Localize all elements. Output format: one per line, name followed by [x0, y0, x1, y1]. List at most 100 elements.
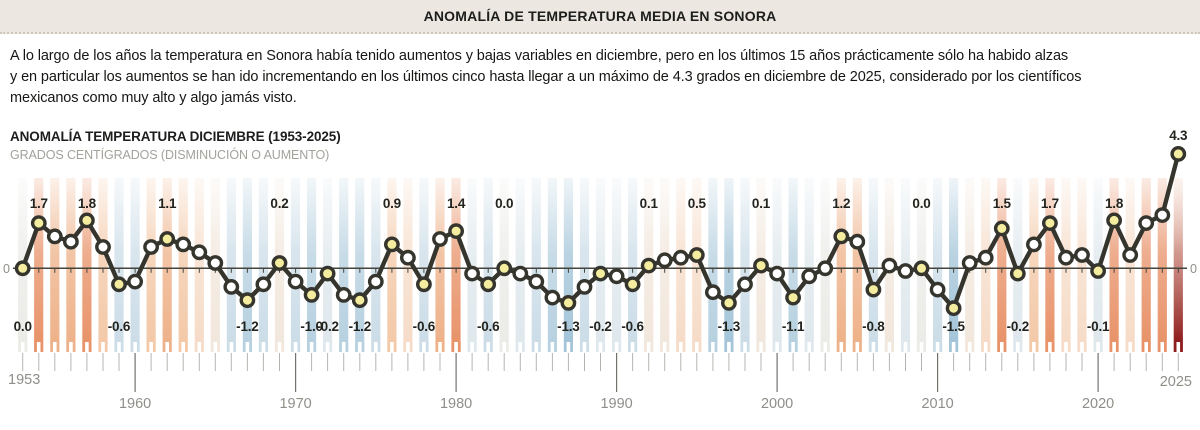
value-label: 0.1: [640, 196, 659, 211]
data-point-marker: [480, 276, 497, 293]
data-point-marker: [801, 268, 818, 285]
value-label: -1.5: [942, 319, 965, 334]
data-point-marker: [865, 281, 882, 298]
data-point-marker: [175, 236, 192, 253]
value-labels: 0.01.7 1.8-0.61.1-1.20.2-1.0-0.2 -1.20.9-0…: [14, 128, 1189, 334]
value-label: -0.2: [1007, 319, 1029, 334]
data-point-marker: [993, 220, 1010, 237]
value-label: -1.2: [236, 319, 258, 334]
data-point-marker: [833, 228, 850, 245]
data-point-marker: [159, 231, 176, 247]
value-label: 1.8: [78, 196, 97, 211]
value-label: -1.2: [349, 319, 371, 334]
data-point-marker: [913, 260, 930, 277]
value-label: -0.6: [621, 319, 644, 334]
data-point-marker: [143, 239, 160, 255]
data-point-marker: [544, 289, 561, 306]
data-point-marker: [881, 257, 898, 274]
x-axis-year-label: 2000: [761, 396, 793, 412]
value-label: -1.3: [718, 319, 741, 334]
data-point-marker: [399, 249, 416, 266]
value-label: 0.9: [383, 196, 401, 211]
x-axis-year-label: 1980: [440, 396, 472, 412]
data-point-marker: [351, 292, 368, 309]
data-point-marker: [753, 257, 769, 274]
value-label: 0.1: [752, 196, 771, 211]
x-axis-year-label: 1960: [119, 396, 151, 412]
value-label: 0.5: [688, 196, 707, 211]
x-axis-end-label: 2025: [1160, 374, 1192, 390]
data-point-marker: [737, 276, 753, 293]
value-label: -0.6: [413, 319, 436, 334]
data-point-marker: [560, 294, 577, 311]
data-point-marker: [576, 278, 593, 295]
data-point-marker: [961, 255, 978, 271]
chart-header: ANOMALÍA TEMPERATURA DICIEMBRE (1953-202…: [10, 129, 341, 162]
data-point-marker: [1009, 265, 1026, 282]
data-point-marker: [367, 273, 384, 290]
data-point-marker: [608, 268, 625, 285]
data-point-marker: [111, 276, 127, 293]
data-point-marker: [640, 257, 657, 274]
data-point-marker: [271, 255, 288, 271]
chart-subtitle: GRADOS CENTÍGRADOS (DISMINUCIÓN O AUMENT…: [10, 148, 330, 162]
data-point-marker: [1154, 207, 1171, 224]
data-point-marker: [239, 292, 256, 309]
value-label: -0.2: [589, 319, 611, 334]
value-label: 0.0: [14, 319, 32, 334]
data-point-marker: [79, 212, 95, 229]
value-label: -0.8: [862, 319, 885, 334]
data-point-marker: [1138, 215, 1155, 232]
data-point-marker: [592, 265, 609, 282]
value-label: -1.0: [300, 319, 322, 334]
value-label: 0.0: [495, 196, 513, 211]
data-point-marker: [785, 289, 801, 306]
data-point-marker: [624, 276, 641, 293]
data-point-marker: [1042, 215, 1058, 232]
value-label: -0.2: [316, 319, 338, 334]
data-point-marker: [1106, 212, 1123, 229]
data-point-marker: [223, 278, 240, 295]
value-label: -1.1: [782, 319, 805, 334]
x-axis: 1960 1970 1980 1990 2000 2010 2020 1953 2025: [8, 353, 1192, 412]
data-point-marker: [383, 236, 400, 253]
value-label: 1.7: [1041, 196, 1059, 211]
value-label: 4.3: [1169, 128, 1188, 143]
value-label: -0.6: [108, 319, 131, 334]
data-point-marker: [1058, 249, 1074, 266]
value-label: 1.1: [158, 196, 177, 211]
x-axis-year-label: 1990: [600, 396, 632, 412]
data-point-marker: [929, 281, 946, 298]
data-point-marker: [1026, 236, 1042, 253]
data-point-marker: [335, 286, 352, 303]
data-point-marker: [1074, 247, 1090, 263]
anomaly-chart: 0 0 1960 1970 1980 1990 2000 2010 2020 1953 2025 0.…: [0, 120, 1200, 430]
data-point-marker: [303, 286, 320, 303]
data-point-marker: [287, 273, 304, 290]
data-point-marker: [63, 233, 79, 250]
data-point-marker: [255, 276, 272, 293]
x-axis-year-label: 2010: [921, 396, 953, 412]
data-point-marker: [432, 231, 448, 247]
chart-title: ANOMALÍA TEMPERATURA DICIEMBRE (1953-202…: [10, 129, 341, 144]
data-point-marker: [672, 249, 689, 266]
value-label: 1.5: [993, 196, 1012, 211]
data-point-marker: [1122, 247, 1139, 263]
page-title: ANOMALÍA DE TEMPERATURA MEDIA EN SONORA: [423, 8, 777, 24]
data-point-marker: [656, 252, 673, 269]
data-point-marker: [496, 260, 513, 277]
data-point-marker: [721, 294, 737, 311]
data-point-marker: [319, 265, 336, 282]
value-label: 0.2: [270, 196, 288, 211]
zero-label-right: 0: [1190, 262, 1197, 276]
zero-label-left: 0: [3, 262, 10, 276]
value-label: 1.4: [447, 196, 466, 211]
data-point-marker: [977, 249, 994, 266]
value-label: -0.6: [477, 319, 500, 334]
x-axis-start-label: 1953: [8, 372, 40, 388]
data-point-marker: [512, 265, 529, 282]
header-bar: ANOMALÍA DE TEMPERATURA MEDIA EN SONORA: [0, 0, 1200, 34]
data-point-marker: [14, 260, 31, 277]
value-label: 1.8: [1105, 196, 1124, 211]
data-point-marker: [448, 223, 464, 240]
